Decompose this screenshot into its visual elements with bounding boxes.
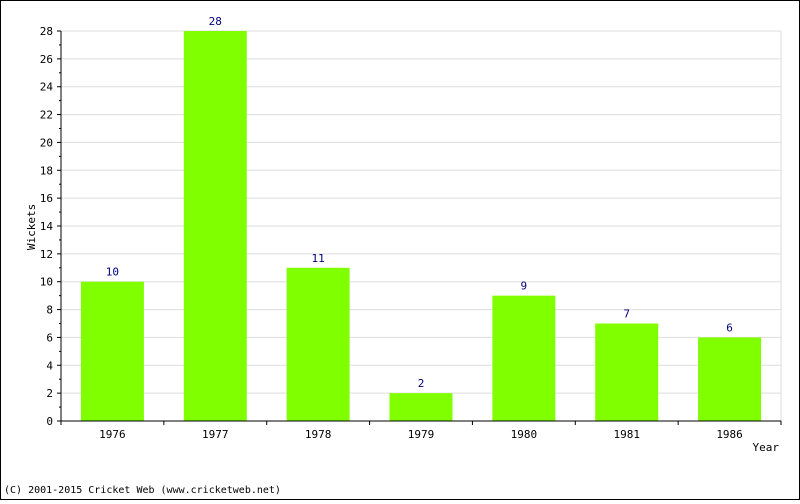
y-tick-label: 0: [46, 415, 53, 428]
bar-1981: [595, 323, 659, 421]
bar-1978: [286, 267, 350, 421]
x-tick-label: 1979: [408, 428, 435, 441]
x-axis: 1976 1977 1978 1979 1980 1981 1986: [60, 420, 782, 441]
y-axis-label: Wickets: [25, 204, 38, 250]
bar-1976: [80, 281, 144, 421]
x-tick-label: 1977: [202, 428, 229, 441]
y-tick-label: 8: [46, 304, 53, 317]
y-tick-label: 26: [40, 53, 53, 66]
data-label: 11: [312, 252, 325, 265]
copyright-text: (C) 2001-2015 Cricket Web (www.cricketwe…: [4, 485, 281, 496]
y-tick-label: 6: [46, 331, 53, 344]
x-tick-label: 1986: [716, 428, 743, 441]
gridlines: [61, 30, 782, 421]
y-tick-label: 16: [40, 192, 53, 205]
y-tick-label: 18: [40, 164, 53, 177]
x-tick-label: 1978: [305, 428, 332, 441]
x-axis-label: Year: [753, 441, 780, 454]
bar-1977: [183, 31, 247, 421]
y-tick-label: 10: [40, 276, 53, 289]
y-tick-label: 12: [40, 248, 53, 261]
bar-1980: [492, 295, 556, 421]
x-tick-label: 1976: [99, 428, 126, 441]
bar-1986: [698, 337, 762, 421]
y-tick-label: 24: [40, 81, 54, 94]
data-label: 2: [418, 377, 425, 390]
data-label: 9: [521, 280, 528, 293]
y-tick-label: 2: [46, 387, 53, 400]
y-tick-label: 28: [40, 25, 53, 38]
data-label: 28: [209, 15, 222, 28]
x-tick-label: 1981: [613, 428, 640, 441]
data-label: 6: [726, 321, 733, 334]
data-label: 7: [623, 308, 630, 321]
y-tick-label: 20: [40, 136, 53, 149]
y-tick-label: 4: [46, 359, 53, 372]
y-tick-label: 22: [40, 109, 53, 122]
bar-1979: [389, 393, 453, 421]
bars: [80, 31, 762, 421]
data-label: 10: [106, 266, 119, 279]
y-tick-label: 14: [40, 220, 54, 233]
x-tick-label: 1980: [511, 428, 538, 441]
data-labels: 10 28 11 2 9 7 6: [106, 15, 733, 390]
